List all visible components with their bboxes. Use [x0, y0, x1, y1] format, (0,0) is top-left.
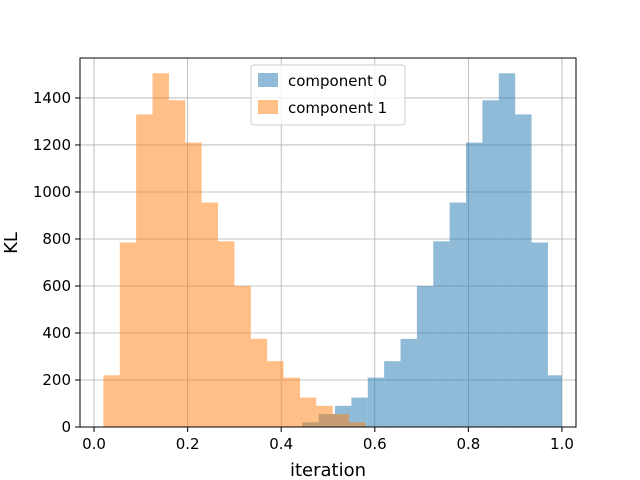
- histogram-bar-component-1: [283, 377, 300, 427]
- x-tick-label: 1.0: [550, 435, 574, 453]
- histogram-bar-component-1: [349, 422, 366, 427]
- histogram-bar-component-0: [384, 361, 401, 427]
- histogram-bar-component-0: [515, 114, 532, 427]
- histogram-bar-component-1: [316, 405, 333, 427]
- histogram-bar-component-0: [433, 241, 450, 427]
- histogram-bar-component-1: [234, 285, 251, 427]
- histogram-bar-component-1: [168, 100, 186, 428]
- x-tick-label: 0.4: [269, 435, 293, 453]
- histogram-bar-component-1: [136, 114, 153, 427]
- plot-frame: [79, 57, 577, 428]
- x-tick-label: 0.6: [363, 435, 387, 453]
- y-tick-label: 800: [42, 230, 71, 248]
- y-axis-label: KL: [1, 232, 22, 254]
- histogram-bar-component-1: [299, 397, 317, 427]
- legend-swatch-component-1: [258, 100, 278, 114]
- y-tick-label: 1000: [33, 183, 71, 201]
- histogram-bar-component-1: [201, 202, 219, 427]
- histogram-bar-component-0: [547, 375, 562, 427]
- histogram-bar-component-0: [367, 377, 385, 427]
- histogram-bar-component-1: [103, 375, 120, 427]
- histogram-bar-component-1: [152, 73, 169, 427]
- histogram-bar-component-0: [498, 73, 516, 427]
- histogram-bar-component-0: [400, 338, 417, 427]
- x-tick-label: 0.8: [456, 435, 480, 453]
- y-tick-label: 600: [42, 277, 71, 295]
- histogram-bar-component-1: [185, 142, 202, 428]
- x-axis-ticks: 0.0 0.2 0.4 0.6 0.8 1.0: [82, 427, 574, 453]
- legend-label-component-1: component 1: [288, 99, 387, 117]
- x-axis-label: iteration: [290, 460, 366, 480]
- histogram-bar-component-0: [351, 397, 368, 427]
- y-tick-label: 400: [42, 324, 71, 342]
- legend-label-component-0: component 0: [288, 72, 387, 90]
- histogram-bar-component-0: [531, 242, 548, 427]
- legend-box: [250, 64, 406, 126]
- histogram-bar-component-1: [218, 241, 235, 427]
- legend: component 0 component 1: [250, 64, 406, 126]
- histogram-bar-component-0: [449, 202, 467, 427]
- y-tick-label: 1400: [33, 89, 71, 107]
- y-tick-label: 200: [42, 371, 71, 389]
- histogram-bar-component-1: [119, 242, 137, 427]
- histogram-bar-component-0: [466, 142, 483, 428]
- legend-swatch-component-0: [258, 73, 278, 87]
- histogram-bar-component-0: [482, 100, 499, 428]
- x-tick-label: 0.2: [176, 435, 200, 453]
- histogram-bar-component-1: [267, 361, 284, 427]
- x-tick-label: 0.0: [82, 435, 106, 453]
- histogram-bar-component-1: [250, 338, 268, 427]
- bars: [103, 73, 562, 428]
- y-axis-ticks: 0 200 400 600 800 1000 1200 1400: [33, 89, 80, 436]
- histogram-bar-component-0: [416, 285, 434, 427]
- histogram-bar-component-1: [332, 414, 350, 427]
- y-tick-label: 1200: [33, 136, 71, 154]
- y-tick-label: 0: [61, 418, 71, 436]
